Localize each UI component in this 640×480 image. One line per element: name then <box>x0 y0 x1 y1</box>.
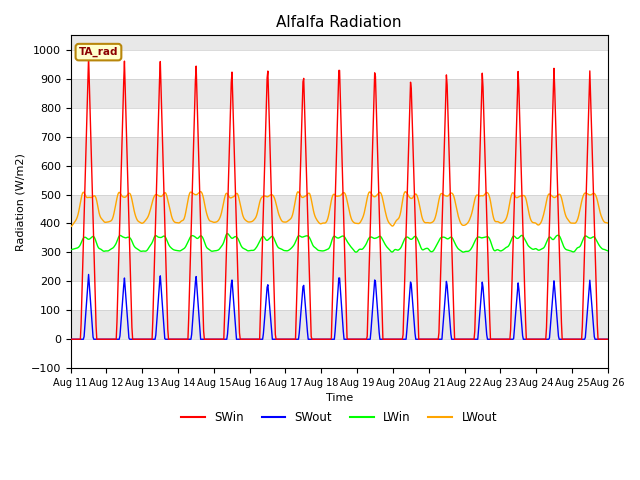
LWout <box>216 216 223 222</box>
LWout <box>405 194 413 200</box>
Line: LWout: LWout <box>70 192 608 227</box>
LWout <box>196 189 204 194</box>
LWout <box>604 220 612 226</box>
LWin <box>224 231 232 237</box>
Bar <box>70 281 608 310</box>
LWin <box>214 247 222 252</box>
Line: SWout: SWout <box>70 275 608 339</box>
SWin <box>187 236 195 242</box>
Bar <box>70 50 608 79</box>
LWout <box>421 219 429 225</box>
SWout <box>67 336 74 342</box>
Legend: SWin, SWout, LWin, LWout: SWin, SWout, LWin, LWout <box>177 407 502 429</box>
Bar <box>70 339 608 368</box>
SWout <box>421 336 429 342</box>
SWout <box>604 336 612 342</box>
LWin <box>406 236 413 241</box>
Bar <box>70 79 608 108</box>
Bar <box>70 224 608 252</box>
LWin <box>186 234 194 240</box>
SWin <box>421 336 429 342</box>
SWin <box>405 130 413 136</box>
LWin <box>77 242 84 248</box>
Bar <box>70 166 608 194</box>
LWout <box>186 190 194 195</box>
X-axis label: Time: Time <box>326 394 353 404</box>
SWin <box>216 336 223 342</box>
LWin <box>604 248 612 254</box>
SWin <box>84 54 92 60</box>
Bar <box>70 252 608 281</box>
Y-axis label: Radiation (W/m2): Radiation (W/m2) <box>15 153 25 251</box>
SWout <box>187 336 195 342</box>
SWin <box>604 336 612 342</box>
Line: SWin: SWin <box>70 57 608 339</box>
SWout <box>77 336 84 342</box>
SWin <box>132 336 140 342</box>
LWout <box>67 224 74 229</box>
SWin <box>77 336 84 342</box>
SWout <box>405 299 413 304</box>
Line: LWin: LWin <box>70 234 608 252</box>
SWin <box>67 336 74 342</box>
LWin <box>67 247 74 252</box>
LWout <box>132 213 140 219</box>
SWout <box>216 336 223 342</box>
Bar <box>70 137 608 166</box>
LWin <box>132 245 140 251</box>
Text: TA_rad: TA_rad <box>79 47 118 57</box>
Bar <box>70 194 608 224</box>
SWout <box>132 336 140 342</box>
LWin <box>422 246 429 252</box>
Bar <box>70 310 608 339</box>
LWout <box>77 200 84 205</box>
LWin <box>352 249 360 255</box>
Bar <box>70 108 608 137</box>
Title: Alfalfa Radiation: Alfalfa Radiation <box>276 15 402 30</box>
SWout <box>84 272 92 277</box>
